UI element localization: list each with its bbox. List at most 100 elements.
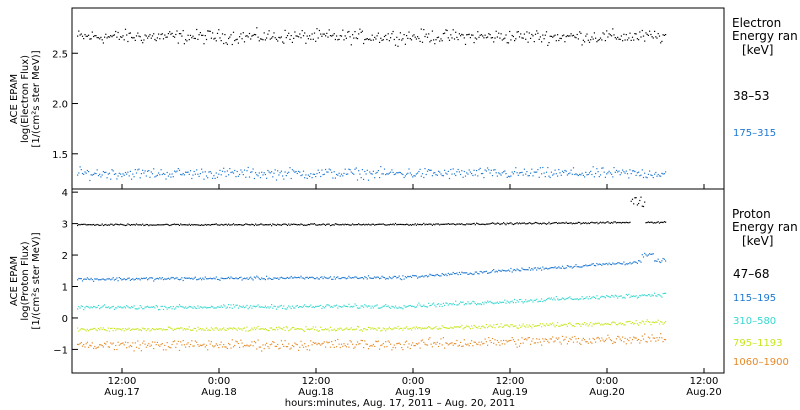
data-point bbox=[261, 171, 263, 173]
data-point bbox=[522, 302, 524, 304]
data-point bbox=[153, 224, 155, 226]
data-point bbox=[296, 172, 298, 175]
data-point bbox=[522, 37, 524, 39]
data-point bbox=[563, 34, 565, 36]
data-point bbox=[399, 32, 401, 34]
data-point bbox=[266, 37, 268, 39]
data-point bbox=[383, 224, 386, 226]
data-point bbox=[186, 40, 188, 42]
data-point bbox=[381, 306, 383, 308]
data-point bbox=[110, 307, 112, 309]
data-point bbox=[396, 327, 398, 329]
data-point bbox=[295, 343, 297, 345]
data-point bbox=[325, 277, 327, 279]
data-point bbox=[132, 173, 134, 175]
data-point bbox=[154, 307, 156, 309]
data-point bbox=[580, 343, 582, 345]
data-point bbox=[118, 172, 120, 174]
data-point bbox=[181, 224, 183, 226]
data-point bbox=[161, 224, 163, 226]
data-point bbox=[313, 223, 316, 225]
data-point bbox=[305, 42, 307, 44]
data-point bbox=[193, 170, 195, 173]
data-point bbox=[442, 33, 444, 35]
data-point bbox=[506, 176, 508, 178]
data-point bbox=[185, 346, 187, 348]
data-point bbox=[236, 224, 238, 226]
data-point bbox=[430, 39, 432, 42]
data-point bbox=[355, 224, 357, 226]
data-point bbox=[408, 305, 410, 307]
data-point bbox=[544, 338, 546, 340]
data-point bbox=[383, 346, 386, 348]
data-point bbox=[625, 170, 627, 172]
data-point bbox=[511, 34, 513, 37]
data-point bbox=[228, 276, 230, 278]
data-point bbox=[356, 277, 359, 279]
data-point bbox=[116, 36, 118, 38]
data-point bbox=[656, 175, 658, 177]
data-point bbox=[224, 329, 226, 331]
data-point bbox=[232, 304, 235, 306]
data-point bbox=[554, 222, 556, 224]
data-point bbox=[234, 169, 236, 172]
data-point bbox=[180, 33, 182, 35]
data-point bbox=[379, 307, 381, 309]
data-point bbox=[494, 169, 496, 171]
data-point bbox=[649, 221, 651, 224]
data-point bbox=[365, 305, 367, 307]
data-point bbox=[592, 296, 594, 298]
data-point bbox=[91, 328, 93, 330]
data-point bbox=[445, 29, 447, 31]
data-point bbox=[550, 267, 552, 269]
data-point bbox=[473, 222, 475, 224]
data-point bbox=[364, 39, 366, 41]
data-point bbox=[364, 276, 366, 278]
data-point bbox=[228, 37, 230, 40]
data-point bbox=[151, 173, 154, 175]
data-point bbox=[570, 169, 572, 171]
data-point bbox=[95, 173, 97, 175]
data-point bbox=[657, 33, 659, 35]
data-point bbox=[240, 169, 242, 171]
data-point bbox=[353, 173, 355, 175]
data-point bbox=[552, 36, 554, 38]
data-point bbox=[593, 296, 595, 298]
data-point bbox=[188, 39, 190, 41]
data-point bbox=[597, 264, 599, 266]
data-point bbox=[84, 307, 86, 309]
data-point bbox=[219, 328, 221, 330]
data-point bbox=[456, 339, 458, 342]
data-point bbox=[118, 344, 120, 346]
x-tick-label-date: Aug.18 bbox=[298, 387, 333, 398]
data-point bbox=[369, 327, 371, 329]
data-point bbox=[258, 224, 260, 226]
data-point bbox=[272, 278, 274, 280]
data-point bbox=[633, 336, 635, 338]
data-point bbox=[522, 342, 524, 344]
data-point bbox=[430, 223, 432, 225]
data-point bbox=[310, 340, 312, 342]
data-point bbox=[322, 278, 324, 280]
data-point bbox=[318, 29, 320, 32]
data-point bbox=[174, 36, 176, 38]
data-point bbox=[466, 344, 468, 346]
data-point bbox=[377, 307, 379, 309]
data-point bbox=[456, 326, 458, 328]
data-point bbox=[488, 301, 490, 303]
data-point bbox=[652, 177, 654, 179]
data-point bbox=[530, 325, 532, 327]
data-point bbox=[473, 301, 475, 303]
data-point bbox=[196, 28, 198, 31]
data-point bbox=[192, 329, 194, 331]
data-point bbox=[305, 326, 307, 328]
data-point bbox=[358, 307, 360, 309]
data-point bbox=[557, 34, 559, 36]
data-point bbox=[385, 278, 387, 280]
data-point bbox=[316, 305, 318, 308]
data-point bbox=[94, 345, 96, 348]
data-point bbox=[229, 327, 231, 329]
data-point bbox=[570, 298, 572, 300]
data-point bbox=[293, 307, 295, 309]
data-point bbox=[267, 345, 269, 348]
